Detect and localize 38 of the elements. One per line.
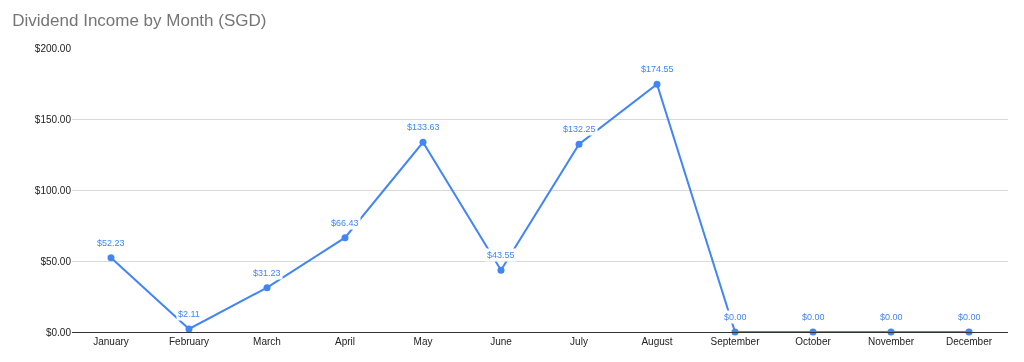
x-tick-label: September bbox=[710, 336, 761, 347]
x-tick-label: June bbox=[490, 336, 513, 347]
data-label: $66.43 bbox=[331, 218, 359, 228]
data-label: $174.55 bbox=[641, 64, 674, 74]
x-tick-label: October bbox=[795, 336, 832, 347]
x-tick-label: July bbox=[570, 336, 588, 347]
data-label: $0.00 bbox=[880, 312, 903, 322]
y-tick-label: $50.00 bbox=[40, 255, 72, 267]
y-tick-label: $200.00 bbox=[34, 42, 72, 54]
data-label: $31.23 bbox=[253, 268, 281, 278]
y-tick-label: $100.00 bbox=[34, 184, 72, 196]
data-label: $0.00 bbox=[802, 312, 825, 322]
data-label: $133.63 bbox=[407, 122, 440, 132]
data-label: $0.00 bbox=[958, 312, 981, 322]
x-tick-label: January bbox=[93, 336, 129, 347]
x-tick-label: April bbox=[334, 336, 356, 347]
data-label: $2.11 bbox=[178, 309, 200, 319]
point bbox=[341, 234, 349, 242]
x-tick-label: March bbox=[253, 336, 281, 347]
data-label: $52.23 bbox=[97, 238, 125, 248]
y-tick-label: $0.00 bbox=[45, 326, 72, 338]
x-tick-label: May bbox=[413, 336, 433, 347]
point bbox=[107, 254, 115, 262]
point bbox=[185, 325, 193, 333]
data-label: $0.00 bbox=[724, 312, 747, 322]
data-label: $43.55 bbox=[487, 250, 515, 260]
x-tick-label: August bbox=[641, 336, 673, 347]
chart-title: Dividend Income by Month (SGD) bbox=[12, 11, 267, 31]
x-tick-label: November bbox=[867, 336, 915, 347]
y-tick-label: $150.00 bbox=[34, 113, 72, 125]
x-tick-label: December bbox=[945, 336, 993, 347]
point bbox=[575, 140, 583, 148]
point bbox=[497, 266, 505, 274]
point bbox=[419, 138, 427, 146]
x-tick-label: February bbox=[168, 336, 210, 347]
data-label: $132.25 bbox=[563, 124, 596, 134]
point bbox=[263, 284, 271, 292]
point bbox=[653, 80, 661, 88]
